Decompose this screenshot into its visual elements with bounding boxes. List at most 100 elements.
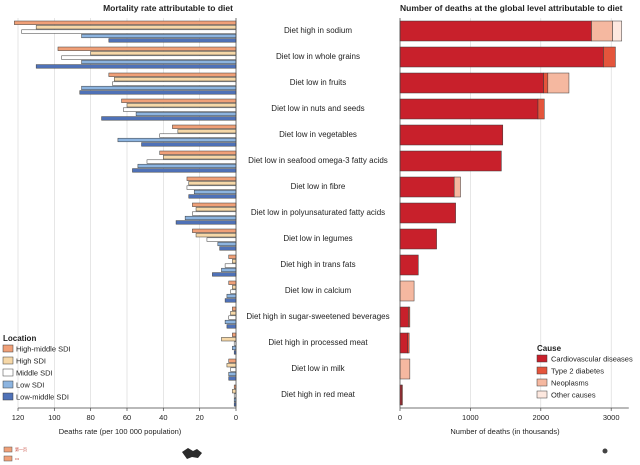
legend-label-low-sdi: Low SDI [16,381,44,390]
legend-swatch-high-sdi [2,356,14,365]
bar-diet-low-in-seafood-omega-3-fatty-acids-middle-sdi [146,159,237,164]
right-tick-label: 0 [398,413,402,422]
bar-diet-low-in-legumes-low-middle-sdi [219,246,237,251]
bar-diet-low-in-vegetables-middle-sdi [159,133,237,138]
right-tick-label: 1000 [462,413,479,422]
left-tick-label: 0 [234,413,238,422]
right-tick-label: 2000 [532,413,549,422]
bar-diet-low-in-polyunsaturated-fatty-acids-high-middle-sdi [192,202,237,207]
bar-diet-low-in-nuts-and-seeds-high-middle-sdi [121,98,237,103]
legend-label-type-2-diabetes: Type 2 diabetes [551,367,604,376]
legend-swatch-other-causes [536,390,548,399]
category-label: Diet high in sugar-sweetened beverages [246,312,389,321]
stack-diet-high-in-sodium-neoplasms [591,20,613,42]
category-label: Diet low in calcium [285,286,352,295]
bar-diet-high-in-sodium-middle-sdi [21,29,237,34]
bar-diet-high-in-sodium-high-middle-sdi [14,20,237,25]
left-tick-label: 100 [48,413,61,422]
legend-swatch-middle-sdi [2,368,14,377]
legend-label-cardiovascular-diseases: Cardiovascular diseases [551,355,633,364]
stack-diet-high-in-sugar-sweetened-beverages-type-2-diabetes [408,306,411,328]
bar-diet-low-in-fruits-middle-sdi [112,81,237,86]
legend-swatch-low-sdi [2,380,14,389]
bar-diet-low-in-milk-middle-sdi [230,367,237,372]
left-tick-label: 60 [123,413,131,422]
category-label: Diet low in whole grains [276,52,360,61]
right-tick-label: 3000 [603,413,620,422]
bar-diet-high-in-trans-fats-high-sdi [232,259,237,264]
bar-diet-low-in-polyunsaturated-fatty-acids-low-middle-sdi [175,220,237,225]
stack-diet-high-in-red-meat-type-2-diabetes [401,384,403,406]
bar-diet-low-in-calcium-middle-sdi [230,289,237,294]
stack-diet-low-in-vegetables-cardiovascular-diseases [399,124,504,146]
bar-diet-low-in-legumes-middle-sdi [206,237,237,242]
category-label: Diet low in legumes [283,234,352,243]
left-axis: 120 100 80 60 40 20 0 [12,18,238,422]
right-x-axis-label: Number of deaths (in thousands) [450,427,560,436]
stack-diet-low-in-calcium-neoplasms [399,280,415,302]
left-tick-label: 80 [86,413,94,422]
legend-label-high-middle-sdi: High-middle SDI [16,345,71,354]
legend-cause-title: Cause [537,344,562,353]
bar-diet-high-in-trans-fats-low-middle-sdi [212,272,237,277]
bar-diet-low-in-seafood-omega-3-fatty-acids-low-sdi [137,163,237,169]
legend-cause: Cause Cardiovascular diseases Type 2 diab… [536,344,633,400]
legend-location-title: Location [3,334,36,343]
bar-diet-low-in-fruits-low-middle-sdi [79,90,237,95]
stack-diet-low-in-nuts-and-seeds-type-2-diabetes [537,98,545,120]
bar-diet-high-in-sugar-sweetened-beverages-low-middle-sdi [226,324,237,329]
footer-swatch-1 [3,446,13,453]
stack-diet-high-in-processed-meat-type-2-diabetes [407,332,410,354]
bar-diet-high-in-trans-fats-low-sdi [221,267,237,273]
stack-diet-low-in-fibre-cardiovascular-diseases [399,176,455,198]
bar-diet-high-in-red-meat-high-sdi [232,389,237,394]
category-label: Diet low in vegetables [279,130,357,139]
legend-swatch-neoplasms [536,378,548,387]
legend-label-other-causes: Other causes [551,391,596,400]
stack-diet-low-in-milk-neoplasms [399,358,411,380]
bar-diet-high-in-processed-meat-low-sdi [232,345,237,351]
bar-diet-high-in-sugar-sweetened-beverages-high-middle-sdi [232,306,237,311]
bar-diet-low-in-legumes-high-sdi [195,233,237,238]
category-label: Diet low in fibre [291,182,346,191]
bar-diet-low-in-nuts-and-seeds-low-middle-sdi [101,116,237,121]
bar-diet-high-in-sugar-sweetened-beverages-high-sdi [230,311,237,316]
bar-diet-low-in-legumes-low-sdi [217,241,237,247]
bar-diet-low-in-fruits-high-sdi [114,77,237,82]
stack-diet-low-in-fruits-cardiovascular-diseases [399,72,544,94]
bar-diet-low-in-fibre-low-middle-sdi [188,194,237,199]
category-labels: Diet high in sodium Diet low in whole gra… [246,26,389,399]
bar-diet-low-in-legumes-high-middle-sdi [192,228,237,233]
bar-diet-high-in-sodium-high-sdi [35,25,237,30]
legend-label-low-middle-sdi: Low-middle SDI [16,393,69,402]
category-label: Diet low in milk [291,364,345,373]
bar-diet-low-in-nuts-and-seeds-middle-sdi [123,107,237,112]
bar-diet-low-in-vegetables-high-sdi [177,129,237,134]
legend-label-high-sdi: High SDI [16,357,46,366]
legend-swatch-type-2-diabetes [536,366,548,375]
stack-diet-low-in-polyunsaturated-fatty-acids-cardiovascular-diseases [399,202,456,224]
bar-diet-low-in-fibre-low-sdi [193,189,237,195]
stack-diet-high-in-sodium-cardiovascular-diseases [399,20,592,42]
bar-diet-low-in-whole-grains-middle-sdi [61,55,237,60]
bar-diet-low-in-milk-high-sdi [226,363,237,368]
category-label: Diet low in seafood omega-3 fatty acids [248,156,388,165]
left-tick-label: 120 [12,413,25,422]
category-label: Diet high in red meat [281,390,356,399]
bar-diet-high-in-trans-fats-middle-sdi [224,263,237,268]
bar-diet-low-in-whole-grains-low-middle-sdi [35,64,237,69]
bar-diet-low-in-vegetables-high-middle-sdi [172,124,237,129]
left-chart-title: Mortality rate attributable to diet [103,3,233,13]
right-axis: 0 1000 2000 3000 [398,18,629,422]
footer-swatch-2 [3,455,13,462]
bar-diet-low-in-milk-low-middle-sdi [228,376,237,381]
bar-diet-high-in-processed-meat-high-sdi [221,337,237,342]
bar-diet-low-in-calcium-high-middle-sdi [228,280,237,285]
legend-swatch-high-middle-sdi [2,344,14,353]
category-label: Diet high in processed meat [268,338,368,347]
bar-diet-low-in-polyunsaturated-fatty-acids-high-sdi [195,207,237,212]
bar-diet-low-in-fibre-high-sdi [188,181,237,186]
bar-diet-low-in-seafood-omega-3-fatty-acids-low-middle-sdi [132,168,237,173]
bar-diet-low-in-calcium-low-sdi [226,293,237,299]
